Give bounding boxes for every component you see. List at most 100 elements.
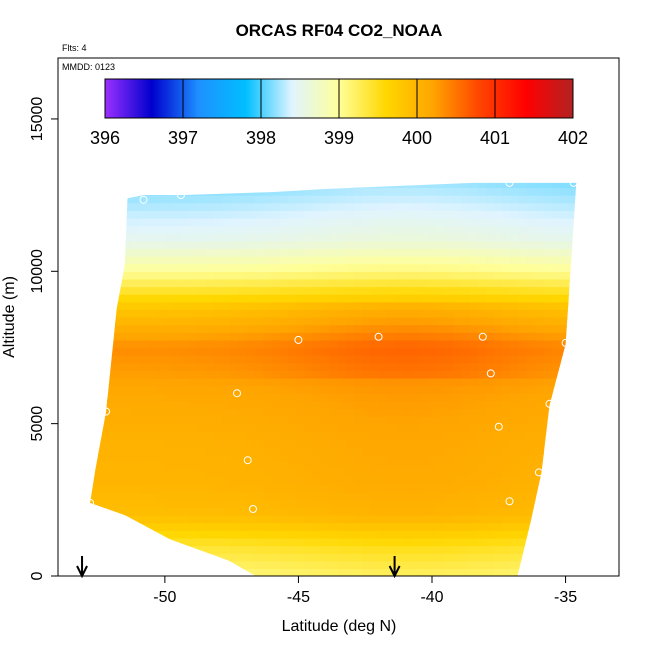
field-cell (526, 286, 536, 295)
field-cell (378, 400, 388, 410)
field-cell (477, 515, 487, 524)
field-cell (90, 332, 91, 341)
field-cell (395, 545, 404, 554)
field-cell (419, 339, 429, 349)
field-cell (279, 256, 289, 265)
field-cell (90, 195, 91, 204)
sample-point (249, 505, 257, 513)
field-cell (246, 339, 256, 349)
field-cell (131, 301, 141, 310)
field-cell (551, 332, 561, 341)
field-cell (444, 416, 454, 425)
field-cell (287, 507, 297, 516)
field-cell (362, 377, 371, 387)
field-cell (518, 324, 528, 333)
field-cell (526, 416, 536, 425)
field-cell (419, 332, 429, 341)
field-cell (164, 515, 174, 524)
field-cell (180, 309, 190, 318)
field-cell (205, 301, 215, 310)
field-cell (189, 187, 198, 196)
field-cell (427, 347, 437, 356)
field-cell (444, 263, 454, 272)
field-cell (427, 370, 437, 379)
field-cell (395, 423, 404, 432)
field-cell (164, 560, 174, 569)
field-cell (444, 294, 454, 303)
field-cell (139, 393, 149, 402)
field-cell (263, 278, 273, 288)
field-cell (312, 217, 322, 227)
field-cell (320, 271, 330, 280)
field-cell (419, 393, 429, 402)
field-cell (123, 476, 133, 486)
field-cell (535, 355, 544, 364)
field-cell (205, 469, 215, 478)
field-cell (353, 400, 363, 410)
field-cell (205, 400, 215, 410)
field-cell (337, 438, 347, 448)
field-cell (246, 263, 256, 272)
field-cell (411, 553, 421, 562)
field-cell (469, 195, 479, 204)
field-cell (189, 400, 198, 410)
field-cell (197, 202, 207, 211)
field-cell (559, 217, 569, 227)
field-cell (510, 202, 520, 211)
field-cell (526, 499, 536, 509)
field-cell (147, 339, 157, 349)
field-cell (296, 377, 306, 387)
field-cell (312, 309, 322, 318)
field-cell (485, 484, 495, 493)
field-cell (460, 347, 470, 356)
field-cell (90, 240, 91, 250)
field-cell (304, 339, 314, 349)
field-cell (436, 431, 446, 440)
field-cell (197, 545, 207, 554)
field-cell (296, 324, 306, 333)
field-cell (460, 469, 470, 478)
field-cell (263, 484, 273, 493)
field-cell (460, 385, 470, 394)
field-cell (493, 202, 503, 211)
field-cell (156, 537, 166, 547)
field-cell (197, 233, 207, 242)
field-cell (568, 438, 577, 448)
field-cell (287, 438, 297, 448)
field-cell (230, 195, 240, 204)
field-cell (345, 530, 355, 539)
field-cell (263, 469, 273, 478)
field-cell (370, 400, 380, 410)
field-cell (320, 400, 330, 410)
field-cell (246, 248, 256, 257)
field-cell (156, 317, 166, 326)
field-cell (172, 210, 182, 219)
field-cell (411, 286, 421, 295)
field-cell (131, 233, 141, 242)
field-cell (147, 416, 157, 425)
field-cell (312, 476, 322, 486)
field-cell (345, 362, 355, 371)
field-cell (296, 438, 306, 448)
field-cell (296, 233, 306, 242)
field-cell (238, 568, 248, 576)
field-cell (205, 332, 215, 341)
field-cell (147, 438, 157, 448)
field-cell (164, 499, 174, 509)
field-cell (230, 347, 240, 356)
field-cell (238, 263, 248, 272)
field-cell (427, 248, 437, 257)
field-cell (353, 385, 363, 394)
field-cell (510, 271, 520, 280)
field-cell (164, 355, 174, 364)
field-cell (255, 537, 264, 547)
sample-point (233, 389, 241, 398)
field-cell (526, 423, 536, 432)
field-cell (312, 317, 322, 326)
field-cell (312, 560, 322, 569)
field-cell (543, 393, 553, 402)
field-cell (114, 195, 124, 204)
field-cell (98, 431, 108, 440)
field-cell (205, 507, 215, 516)
field-cell (205, 423, 215, 432)
